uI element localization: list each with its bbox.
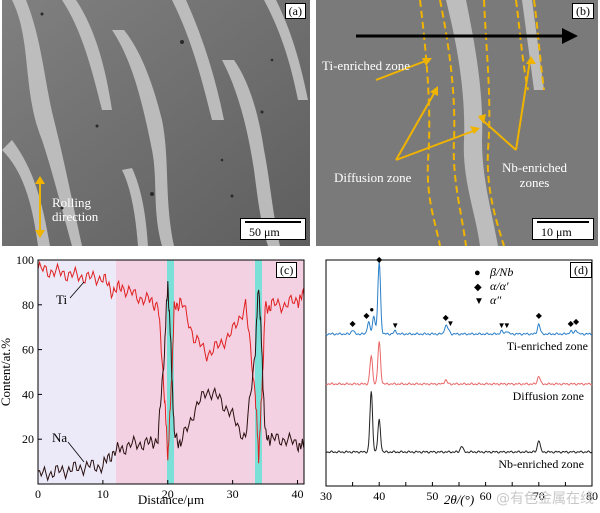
- phase-marker: ▼: [503, 321, 511, 330]
- diffusion-region: [116, 260, 304, 484]
- x-tick-label-d: 50: [426, 489, 438, 503]
- panel-c: 20 40 60 80 100 0 10 20 30 40 Content/at.% Dista…: [0, 252, 310, 508]
- plot-frame-c: [37, 259, 305, 485]
- xrd-pattern-chart: ◆◆●◆▼◆▼ ▼▼◆◆ ◆ 30 40 50 60 70 80 2θ/(°) ● β/Nb …: [320, 255, 598, 507]
- watermark: @有色金属在线: [496, 491, 594, 507]
- phase-marker: ◆: [363, 311, 370, 320]
- phase-marker: ◆: [573, 317, 580, 326]
- legend-marker-beta: ●: [474, 267, 481, 279]
- phase-marker: ▼: [391, 321, 399, 330]
- legend-text-beta: β/Nb: [489, 265, 513, 279]
- phase-marker: ◆: [350, 319, 357, 328]
- phase-marker: ◆: [443, 313, 450, 322]
- rolling-direction-label: Rolling direction: [52, 195, 99, 224]
- y-tick-label-c: 40: [22, 387, 34, 401]
- x-axis-label-d: 2θ/(°): [444, 492, 474, 507]
- panel-c-label: (c): [276, 262, 298, 278]
- x-tick-label-d: 80: [586, 489, 598, 503]
- legend-text-alpha2: α″: [490, 293, 502, 307]
- xrd-trace-1: [325, 341, 593, 386]
- y-tick-label-c: 100: [16, 253, 34, 267]
- phase-marker: ●: [369, 305, 374, 314]
- phase-marker: ▼: [498, 321, 506, 330]
- phase-marker: ◆: [376, 255, 383, 264]
- y-tick-label-c: 60: [22, 343, 34, 357]
- legend-marker-alpha: ◆: [474, 282, 482, 293]
- phase-marker: ◆: [568, 319, 575, 328]
- sem-image-a: [2, 0, 310, 246]
- y-axis-label-c: Content/at.%: [0, 338, 13, 406]
- series-line-na: [37, 281, 305, 483]
- y-tick-label-c: 20: [22, 432, 34, 446]
- x-tick-label-c: 10: [97, 487, 109, 501]
- scale-bar-a: 50 μm: [240, 218, 306, 240]
- x-tick-label-d: 40: [373, 489, 385, 503]
- diffusion-zone-label: Diffusion zone: [334, 170, 412, 185]
- x-tick-label-c: 0: [35, 487, 41, 501]
- panel-a: (a) Rolling direction 50 μm: [2, 0, 310, 246]
- y-tick-label-c: 80: [22, 298, 34, 312]
- trace-label-nb: Nb-enriched zone: [498, 457, 584, 471]
- panel-d: ◆ ◆ ● ◆ ▼ ◆ ▼ ▼ ▼ ◆ ◆ ◆ 30 40 50 60 70 80 2θ/(°) ● β/Nb …: [316, 252, 598, 508]
- legend-text-alpha: α/α′: [490, 279, 509, 293]
- x-tick-label-d: 60: [480, 489, 492, 503]
- x-tick-label-d: 30: [320, 489, 332, 503]
- ti-enriched-zone-label: Ti-enriched zone: [322, 58, 410, 73]
- eds-line-profile-chart: 20 40 60 80 100 0 10 20 30 40 Content/at.% Dista…: [0, 253, 305, 507]
- sem-image-b: [316, 0, 598, 246]
- panel-d-label: (d): [570, 262, 592, 278]
- x-axis-label-c: Distance/μm: [138, 492, 204, 507]
- panel-b: (b) Ti-enriched zone Diffusion zone Nb-e…: [316, 0, 598, 246]
- sem-texture-b: [316, 0, 598, 246]
- xrd-trace-0: [325, 261, 592, 336]
- ti-enriched-region: [38, 260, 116, 484]
- x-tick-label-d: 70: [533, 489, 545, 503]
- x-tick-label-c: 30: [227, 487, 239, 501]
- nb-enriched-band-1: [167, 260, 174, 484]
- legend-marker-alpha2: ▼: [474, 296, 484, 307]
- curve-label-ti: Ti: [56, 292, 67, 307]
- rolling-direction-arrow: [35, 176, 45, 238]
- phase-marker: ◆: [536, 311, 543, 320]
- panel-a-label: (a): [284, 3, 306, 19]
- curve-label-na: Na: [52, 430, 67, 445]
- scale-bar-b: 10 μm: [532, 218, 594, 240]
- legend-d: ● β/Nb ◆ α/α′ ▼ α″: [474, 265, 513, 307]
- trace-label-diffusion: Diffusion zone: [513, 389, 584, 403]
- trace-label-ti: Ti-enriched zone: [507, 339, 588, 353]
- phase-marker: ▼: [447, 319, 455, 328]
- sem-texture-a: [2, 0, 310, 246]
- x-tick-label-c: 40: [292, 487, 304, 501]
- xrd-trace-2: [325, 391, 593, 454]
- nb-enriched-band-2: [255, 260, 262, 484]
- x-tick-label-c: 20: [162, 487, 174, 501]
- nb-enriched-zone-label: Nb-enriched zones: [502, 160, 567, 190]
- panel-b-label: (b): [572, 3, 594, 19]
